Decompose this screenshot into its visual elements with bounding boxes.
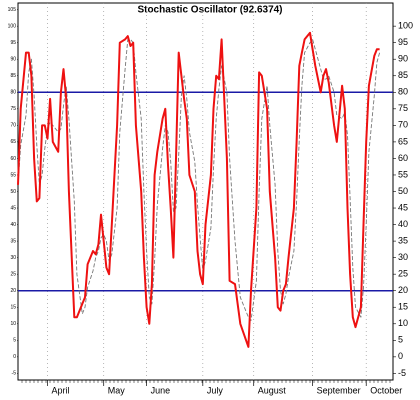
y-tick-label: 5 — [13, 338, 16, 344]
y2-tick-label: 65 — [398, 136, 408, 146]
y2-tick-label: 40 — [398, 219, 408, 229]
x-tick-label: August — [258, 385, 287, 395]
y-tick-label: 55 — [10, 172, 16, 178]
series-line — [17, 38, 381, 321]
x-tick-label: July — [207, 385, 224, 395]
y2-tick-label: 70 — [398, 120, 408, 130]
x-tick-label: October — [370, 385, 402, 395]
chart-title: Stochastic Oscillator (92.6374) — [137, 5, 282, 16]
x-tick-label: June — [151, 385, 171, 395]
y2-tick-label: 25 — [398, 269, 408, 279]
y2-tick-label: 35 — [398, 235, 408, 245]
y-tick-label: 25 — [10, 272, 16, 278]
y-tick-label: 0 — [13, 354, 16, 360]
y-tick-label: 105 — [8, 7, 17, 13]
y2-tick-label: 45 — [398, 202, 408, 212]
y2-tick-label: 15 — [398, 302, 408, 312]
y-tick-label: 45 — [10, 205, 16, 211]
x-tick-label: September — [317, 385, 361, 395]
x-tick-label: May — [108, 385, 126, 395]
y2-tick-label: 85 — [398, 70, 408, 80]
y2-tick-label: 60 — [398, 153, 408, 163]
y-tick-label: 50 — [10, 189, 16, 195]
x-tick-label: April — [51, 385, 69, 395]
y-tick-label: 80 — [10, 90, 16, 96]
y-tick-label: 75 — [10, 106, 16, 112]
y2-tick-label: 75 — [398, 103, 408, 113]
y-tick-label: -5 — [12, 371, 17, 377]
y-tick-label: 10 — [10, 321, 16, 327]
y-tick-label: 40 — [10, 222, 16, 228]
y2-tick-label: 10 — [398, 318, 408, 328]
y-tick-label: 100 — [8, 23, 17, 29]
y2-tick-label: 50 — [398, 186, 408, 196]
y2-tick-label: 5 — [398, 335, 403, 345]
y2-tick-label: 30 — [398, 252, 408, 262]
y-tick-label: 20 — [10, 288, 16, 294]
y-tick-label: 90 — [10, 57, 16, 63]
y2-tick-label: 55 — [398, 169, 408, 179]
y-tick-label: 85 — [10, 73, 16, 79]
y2-tick-label: 80 — [398, 87, 408, 97]
y-tick-label: 60 — [10, 156, 16, 162]
y2-tick-label: 90 — [398, 54, 408, 64]
y-tick-label: 35 — [10, 238, 16, 244]
y2-tick-label: 100 — [398, 21, 413, 31]
y-tick-label: 95 — [10, 40, 16, 46]
y2-tick-label: 95 — [398, 37, 408, 47]
y-tick-label: 15 — [10, 305, 16, 311]
series-line — [17, 31, 380, 348]
y2-tick-label: 20 — [398, 285, 408, 295]
y-tick-label: 30 — [10, 255, 16, 261]
plot-frame — [17, 2, 394, 381]
y2-tick-label: -5 — [398, 368, 406, 378]
y-tick-label: 65 — [10, 139, 16, 145]
y2-tick-label: 0 — [398, 351, 403, 361]
y-tick-label: 70 — [10, 123, 16, 129]
